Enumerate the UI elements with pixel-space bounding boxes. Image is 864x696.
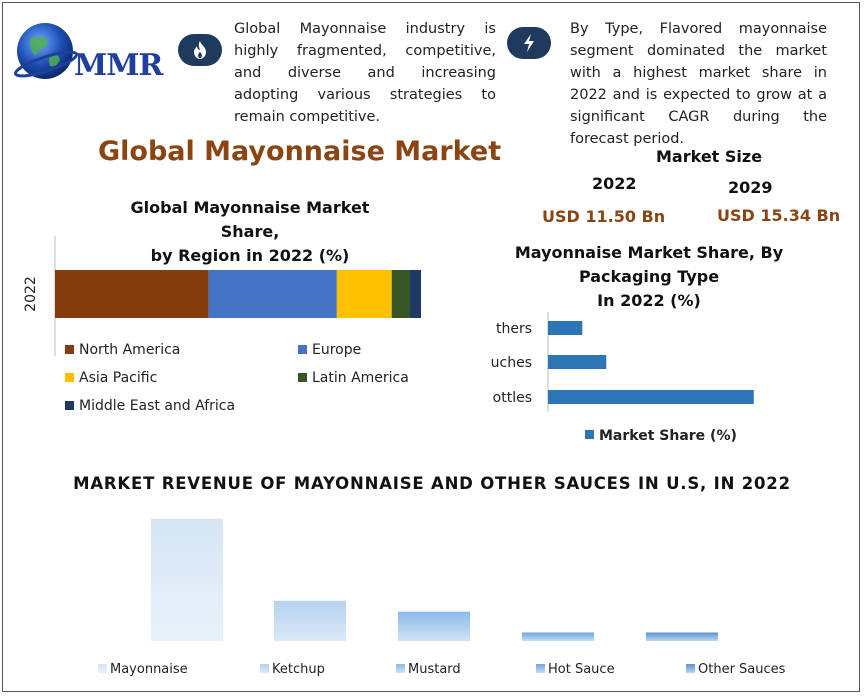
revenue-legend-swatch-hot-sauce <box>536 664 545 673</box>
region-bar-middle-east-and-africa <box>410 270 421 318</box>
revenue-legend-swatch-mayonnaise <box>98 664 107 673</box>
revenue-legend-label-mayonnaise: Mayonnaise <box>110 662 188 677</box>
region-bar-latin-america <box>391 270 411 318</box>
revenue-chart-title: MARKET REVENUE OF MAYONNAISE AND OTHER S… <box>73 474 791 493</box>
revenue-legend-label-ketchup: Ketchup <box>272 662 325 677</box>
packaging-chart-title: Mayonnaise Market Share, By Packaging Ty… <box>514 241 784 313</box>
lightning-icon <box>524 34 534 52</box>
packaging-bar-bottles <box>548 390 754 404</box>
globe-icon <box>13 23 78 79</box>
revenue-legend-label-other-sauces: Other Sauces <box>698 662 786 677</box>
packaging-tick-bottles: ottles <box>493 390 532 406</box>
packaging-bar-pouches <box>548 355 607 369</box>
packaging-bar-others <box>548 321 583 335</box>
market-size-title: Market Size <box>656 147 763 166</box>
revenue-bar-mayonnaise <box>151 519 223 641</box>
info-icon-1 <box>178 34 222 66</box>
region-legend-label-europe: Europe <box>312 342 361 358</box>
revenue-legend-swatch-other-sauces <box>686 664 695 673</box>
packaging-chart-title-line1: Mayonnaise Market Share, By <box>514 243 784 262</box>
region-legend-label-latin-america: Latin America <box>312 370 409 386</box>
region-bar-asia-pacific <box>336 270 392 318</box>
revenue-chart: Mayonnaise Ketchup Mustard Hot Sauce Other S… <box>98 519 786 677</box>
region-chart-title-line1: Global Mayonnaise Market Share, <box>130 198 370 241</box>
market-size-value-2029: USD 15.34 Bn <box>717 206 841 225</box>
revenue-legend-label-mustard: Mustard <box>408 662 461 677</box>
packaging-chart-title-line3: In 2022 (%) <box>597 291 701 310</box>
region-legend-swatch-asia-pacific <box>65 373 74 382</box>
flame-icon <box>194 41 206 59</box>
region-legend-swatch-north-america <box>65 345 74 354</box>
region-legend-swatch-latin-america <box>298 373 307 382</box>
revenue-bar-other-sauces <box>646 632 718 641</box>
logo: MMR <box>12 18 163 88</box>
packaging-legend-label: Market Share (%) <box>599 428 737 444</box>
info-text-1: Global Mayonnaise industry is highly fra… <box>234 21 496 125</box>
region-legend-label-middle-east-and-africa: Middle East and Africa <box>79 398 235 414</box>
region-legend-swatch-europe <box>298 345 307 354</box>
info-text-2: By Type, Flavored mayonnaise segment dom… <box>570 21 827 147</box>
market-size-year-2029: 2029 <box>728 178 773 197</box>
revenue-legend-swatch-ketchup <box>260 664 269 673</box>
revenue-bar-hot-sauce <box>522 632 594 641</box>
region-bar-north-america <box>55 270 209 318</box>
region-legend-label-north-america: North America <box>79 342 180 358</box>
region-chart: 2022 North America Europe Asia Pacific Latin… <box>23 236 421 414</box>
packaging-tick-pouches: uches <box>491 355 532 371</box>
region-chart-title-line2: by Region in 2022 (%) <box>150 246 350 265</box>
packaging-chart-title-line2: Packaging Type <box>578 267 720 286</box>
logo-text: MMR <box>74 48 163 83</box>
main-title: Global Mayonnaise Market <box>98 136 502 167</box>
region-legend-label-asia-pacific: Asia Pacific <box>79 370 157 386</box>
region-bar-europe <box>208 270 337 318</box>
revenue-bar-mustard <box>398 611 470 641</box>
packaging-tick-others: thers <box>496 321 532 337</box>
info-icon-2 <box>507 27 551 59</box>
revenue-legend-label-hot-sauce: Hot Sauce <box>548 662 615 677</box>
region-tick-label: 2022 <box>23 276 39 312</box>
market-size-year-2022: 2022 <box>592 174 637 193</box>
packaging-legend-swatch <box>585 430 594 439</box>
packaging-chart: thers uches ottles Market Share (%) <box>491 312 754 444</box>
revenue-legend-swatch-mustard <box>396 664 405 673</box>
region-chart-title: Global Mayonnaise Market Share, by Regio… <box>100 196 400 268</box>
market-size-value-2022: USD 11.50 Bn <box>542 207 666 226</box>
region-legend-swatch-middle-east-and-africa <box>65 401 74 410</box>
revenue-bar-ketchup <box>274 600 346 641</box>
